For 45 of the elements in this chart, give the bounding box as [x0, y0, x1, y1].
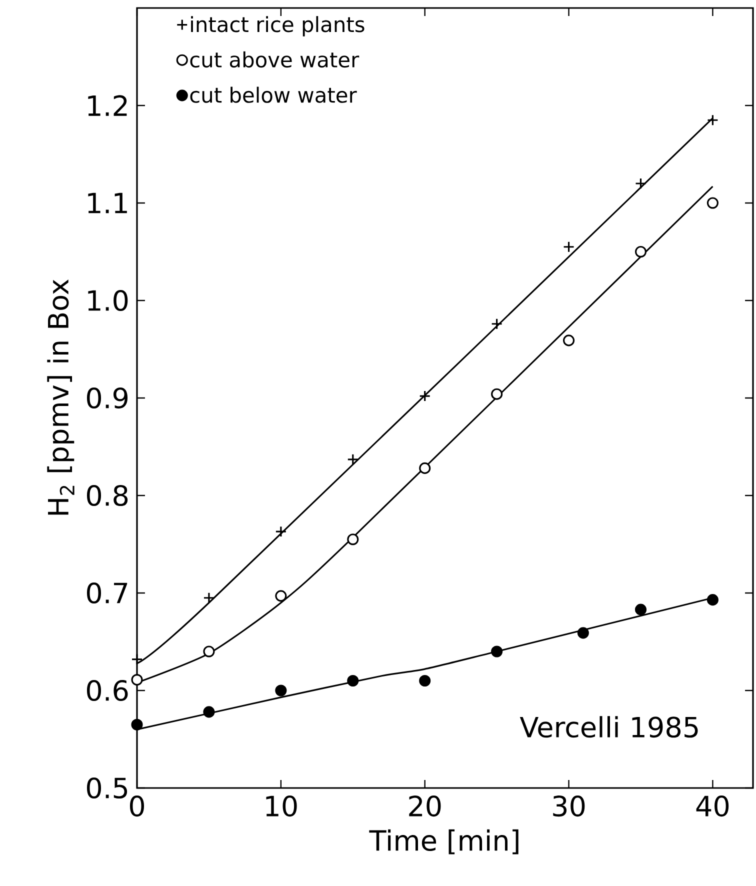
y-tick-label: 0.9	[86, 387, 128, 409]
y-tick-label: 1.1	[88, 192, 127, 214]
point	[419, 462, 431, 474]
x-tick-label: 40	[696, 795, 729, 817]
point	[419, 390, 431, 402]
y-tick-label: 0.5	[86, 777, 128, 799]
x-tick-label: 0	[130, 795, 144, 817]
point	[131, 674, 143, 686]
point	[634, 246, 647, 258]
x-tick-label: 20	[409, 795, 441, 817]
point	[419, 674, 431, 687]
y-tick-label: 1.0	[88, 290, 128, 312]
point	[706, 114, 718, 126]
point	[347, 534, 359, 546]
point	[275, 684, 287, 696]
point	[562, 241, 575, 253]
point	[203, 646, 215, 658]
y-tick-label: 0.6	[86, 680, 128, 702]
x-tick-label: 10	[266, 795, 297, 817]
legend-label: cut below water	[190, 86, 357, 103]
y-axis-title: H$_{2}$ [ppmv] in Box	[47, 280, 74, 515]
point	[562, 334, 575, 346]
point	[275, 590, 287, 602]
point	[577, 627, 589, 639]
point	[491, 318, 503, 330]
point	[347, 674, 359, 687]
point	[203, 592, 215, 604]
legend-label: cut above water	[190, 51, 360, 68]
point	[706, 594, 718, 606]
legend-label: intact rice plants	[191, 16, 364, 36]
point	[634, 604, 647, 616]
y-tick-label: 1.2	[88, 95, 127, 116]
y-tick-label: 0.7	[86, 582, 128, 604]
y-tick-label: 0.8	[86, 484, 128, 506]
x-tick-label: 30	[553, 795, 585, 817]
point	[131, 718, 143, 730]
x-axis-title: Time [min]	[369, 829, 518, 854]
point	[634, 178, 647, 190]
point	[706, 197, 718, 209]
point	[203, 706, 215, 718]
point	[491, 646, 503, 658]
annotation: Vercelli 1985	[520, 716, 698, 738]
point	[491, 388, 503, 400]
point	[347, 454, 359, 466]
point	[275, 526, 287, 538]
